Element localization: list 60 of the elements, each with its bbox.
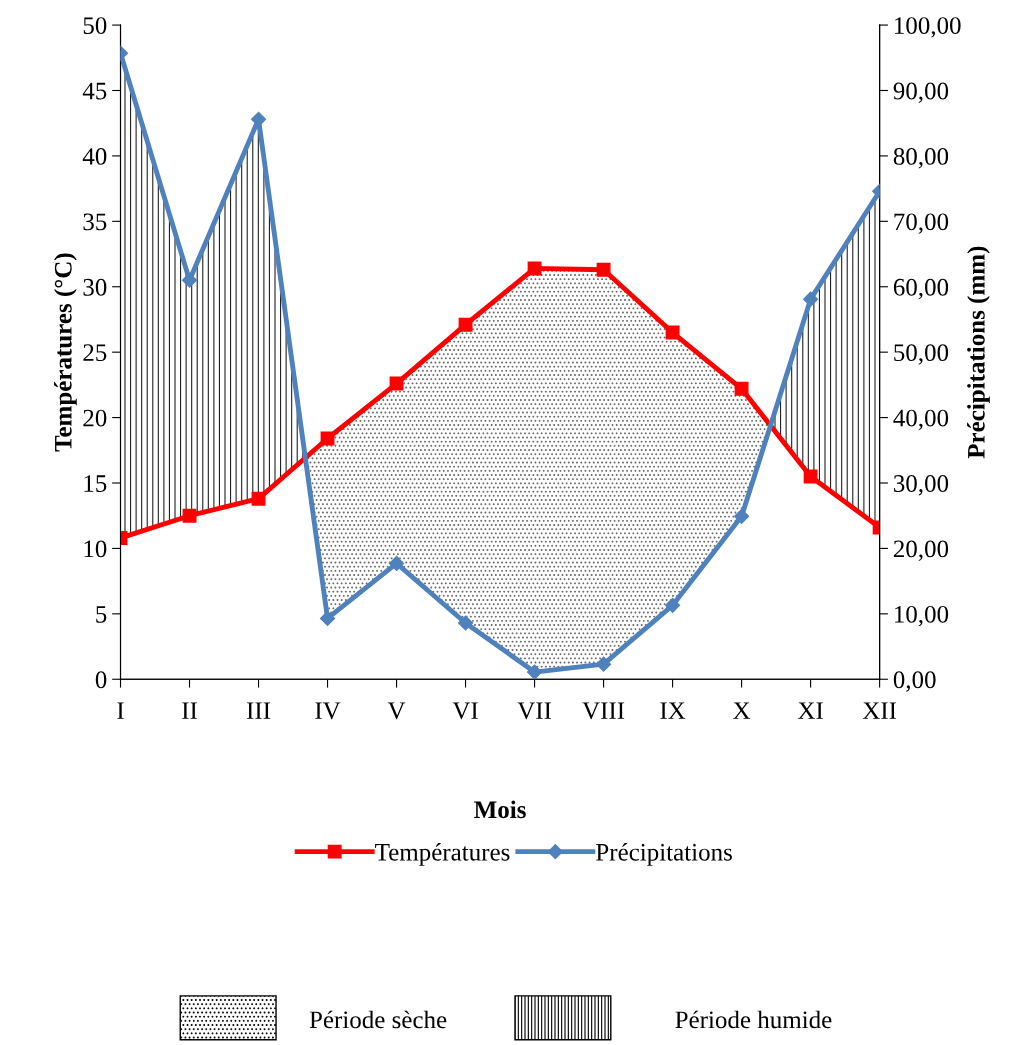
x-tick-label: V <box>387 702 406 720</box>
y2-tick-label: 20,00 <box>893 540 949 561</box>
point <box>734 381 749 396</box>
y2-tick-label: 10,00 <box>895 605 949 627</box>
point <box>458 317 473 332</box>
y2-tick-label: 40,00 <box>893 409 949 431</box>
x-tick-label: I <box>117 702 124 719</box>
x-axis-title: Mois <box>474 800 526 819</box>
x-tick-label: VIII <box>582 702 625 720</box>
point <box>527 261 542 276</box>
point <box>251 491 266 506</box>
y2-tick-label: 100,00 <box>895 17 961 38</box>
x-tick-label: XI <box>797 702 823 719</box>
point <box>803 469 818 484</box>
text: Période sèche <box>309 1010 447 1029</box>
point <box>803 291 819 307</box>
y2-tick-label: 70,00 <box>894 213 949 234</box>
y2-tick-label: 60,00 <box>893 278 949 300</box>
y2-axis-title: Précipitations (mm) <box>967 246 990 459</box>
point <box>596 262 611 277</box>
y2-tick-label: 50,00 <box>894 344 949 365</box>
point <box>526 664 543 680</box>
point <box>319 610 336 626</box>
x-tick-label: XII <box>862 702 897 719</box>
x-tick-label: VII <box>517 702 552 720</box>
point <box>457 615 474 631</box>
point <box>389 376 404 391</box>
y-axis-title: Températures (°C) <box>54 253 77 452</box>
text: Période humide <box>675 1010 832 1029</box>
x-tick-label: III <box>246 702 271 719</box>
y-tick-label: 10 <box>84 540 107 558</box>
y-tick-label: 35 <box>83 213 107 231</box>
x-tick-label: IV <box>315 702 341 720</box>
y2-tick-label: 30,00 <box>894 475 949 496</box>
x-tick-label: IX <box>660 702 686 719</box>
point <box>388 555 405 572</box>
y-tick-label: 15 <box>84 475 107 492</box>
point <box>665 325 680 340</box>
y-tick-label: 20 <box>83 409 107 427</box>
x-tick-label: VI <box>452 702 478 720</box>
legend-label: Températures <box>375 843 510 866</box>
y-tick-label: 5 <box>96 606 107 623</box>
y-tick-label: 40 <box>82 147 107 165</box>
point <box>665 597 681 613</box>
y-tick-label: 30 <box>83 278 107 296</box>
y-tick-label: 0 <box>95 671 107 689</box>
y2-tick-label: 0,00 <box>893 671 936 692</box>
y-tick-label: 50 <box>83 17 107 34</box>
point <box>181 272 198 288</box>
y2-tick-label: 80,00 <box>893 147 949 169</box>
point <box>734 508 750 524</box>
x-tick-label: II <box>182 702 197 719</box>
y-tick-label: 25 <box>83 344 107 362</box>
legend-label: Précipitations <box>596 843 732 866</box>
y2-tick-label: 90,00 <box>893 82 949 104</box>
x-tick-label: X <box>733 702 751 719</box>
point <box>182 508 197 523</box>
point <box>596 656 612 672</box>
point <box>250 111 267 127</box>
y-tick-label: 45 <box>82 82 107 100</box>
